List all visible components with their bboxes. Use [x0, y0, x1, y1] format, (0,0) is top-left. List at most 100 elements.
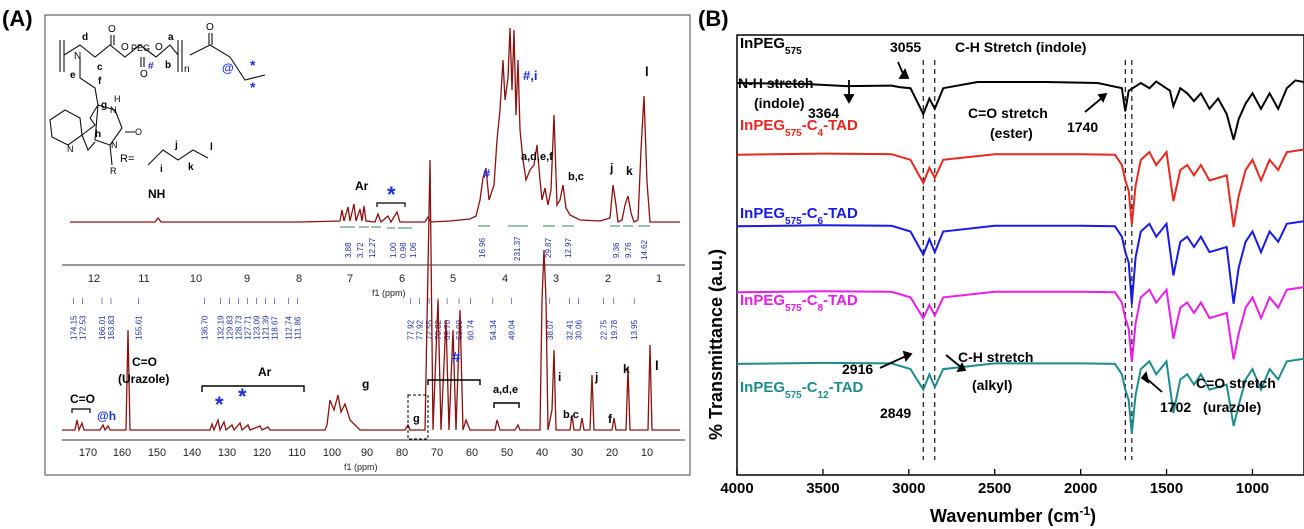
c-tick: 160 [113, 447, 131, 459]
c-shift-label: 129.83 [225, 315, 234, 340]
ann-3364: 3364 [808, 105, 839, 121]
ftir-series-line [736, 357, 1304, 434]
h-tick: 8 [296, 273, 302, 285]
struct-peg: PEG [131, 43, 150, 53]
struct-atom: N [74, 51, 81, 62]
struct-atom: N [110, 105, 117, 115]
c-tick: 60 [466, 447, 478, 459]
ann-ch-indole: C-H Stretch (indole) [955, 39, 1086, 55]
ftir-tick-label: 2000 [1064, 480, 1097, 497]
struct-letter: d [82, 32, 88, 43]
c-g-box [407, 394, 429, 440]
ann-co-ur-2: (urazole) [1203, 399, 1261, 415]
ftir-series-label-sub: 575 [785, 128, 802, 139]
h-tick: 4 [502, 273, 508, 285]
h-tick: 2 [605, 273, 611, 285]
struct-star: * [250, 57, 256, 73]
ftir-series-line [736, 79, 1304, 141]
c-label-urazole: C=O [132, 355, 157, 369]
h-integral: 0.98 [399, 242, 408, 258]
ann-nh-1: N-H stretch [738, 75, 813, 91]
c-shift-label: 174.15 [69, 315, 78, 340]
c-shift-label: 163.83 [107, 315, 116, 340]
c-shift-label: 69.70 [443, 319, 452, 340]
panel-b: InPEG575InPEG575-C4-TADInPEG575-C6-TADIn… [706, 34, 1304, 526]
c-label-co: C=O [70, 392, 95, 406]
c-tick: 30 [571, 447, 583, 459]
struct-n: n [184, 64, 190, 75]
c-shift-labels: 174.15 172.53 166.01 163.83 155.61 136.70 132.… [69, 298, 639, 340]
struct-atom: O [135, 127, 142, 137]
struct-hash: # [148, 61, 154, 72]
h-tick: 12 [88, 273, 100, 285]
h-integral: 9.76 [624, 242, 633, 258]
h-integrals: 3.88 3.72 12.27 1.00 0.98 1.06 16.96 231… [344, 236, 649, 261]
struct-atom: O [108, 24, 116, 35]
panel-b-label: (B) [698, 6, 729, 31]
c-shift-label: 127.71 [243, 315, 252, 340]
struct-atom: O [155, 42, 163, 53]
ftir-series-label-base: InPEG [740, 379, 785, 396]
struct-letter: a [168, 32, 174, 43]
panel-a-label: (A) [2, 6, 33, 31]
ftir-xlabel-end: ) [1090, 506, 1096, 526]
c-bracket-ar [201, 385, 305, 392]
ftir-tick-label: 1500 [1150, 480, 1183, 497]
c-shift-label: 132.19 [216, 315, 225, 340]
h-integral: 16.96 [478, 237, 487, 258]
h-label-star: * [387, 182, 396, 207]
ftir-tick-label: 4000 [720, 480, 753, 497]
c-axis-ticks: 170 160 150 140 130 120 110 100 90 80 70… [79, 447, 653, 459]
c-shift-label: 77.92 [415, 319, 424, 340]
c-shift-label: 72.55 [425, 319, 434, 340]
struct-atom: N [111, 140, 118, 150]
c-bracket-hash [427, 379, 481, 385]
ftir-plot-frame [736, 34, 1304, 476]
ftir-ylabel: % Transmittance (a.u.) [706, 249, 726, 440]
c-bracket-ade [493, 402, 520, 408]
c-shift-label: 19.78 [610, 319, 619, 340]
struct-letter: c [97, 62, 103, 73]
struct-letter: h [95, 129, 101, 140]
ftir-series-label-end: -TAD [823, 205, 858, 222]
h-axis-ticks: 12 11 10 9 8 7 6 5 4 3 2 1 [88, 273, 662, 285]
ftir-xlabel-sup: -1 [1079, 504, 1090, 518]
ftir-series-label-end: -TAD [823, 292, 858, 309]
c-axis-label: f1 (ppm) [344, 462, 378, 472]
c-shift-label: 38.07 [546, 319, 555, 340]
struct-letter: g [101, 100, 107, 111]
h-label-l: l [645, 64, 649, 79]
struct-atom: H [114, 94, 121, 104]
c-shift-label: 128.73 [234, 315, 243, 340]
chemical-structure: N PEG O O O O O n # @ * * d a c b e f g … [49, 22, 266, 176]
c-label-g: g [362, 377, 369, 391]
ftir-series-label-sub2: 6 [818, 216, 824, 227]
c-label-ade: a,d,e [493, 384, 518, 396]
c-nmr-spectrum: 174.15 172.53 166.01 163.83 155.61 136.70 132.… [62, 159, 685, 472]
ftir-tick-label: 3000 [892, 480, 925, 497]
h-integral: 3.72 [356, 242, 365, 258]
h-tick: 7 [347, 273, 353, 285]
ftir-series-label-sub2: 4 [818, 128, 824, 139]
h-label-j: j [609, 161, 613, 175]
c-tick: 100 [323, 447, 341, 459]
ftir-series-label: InPEG575-C12-TAD [740, 379, 864, 401]
h-bracket-star [376, 202, 406, 207]
h-tick: 11 [138, 273, 149, 285]
c-tick: 10 [641, 447, 653, 459]
struct-atom: O [206, 22, 214, 33]
ftir-series-label-base: InPEG [740, 117, 785, 134]
h-tick: 9 [244, 273, 250, 285]
c-tick: 150 [148, 447, 166, 459]
c-label-star1: * [215, 392, 224, 417]
ftir-series-label-base: InPEG [740, 205, 785, 222]
ftir-series-label-base: InPEG [740, 35, 785, 52]
ann-nh-2: (indole) [754, 95, 805, 111]
c-tick: 110 [288, 447, 306, 459]
h-tick: 6 [399, 273, 405, 285]
h-integral: 231.37 [513, 236, 522, 261]
panel-a: 3.88 3.72 12.27 1.00 0.98 1.06 16.96 231… [44, 14, 691, 476]
ftir-series-label-mid: -C [802, 292, 818, 309]
ftir-tick-label: 2500 [978, 480, 1011, 497]
c-bracket-co [71, 408, 91, 413]
